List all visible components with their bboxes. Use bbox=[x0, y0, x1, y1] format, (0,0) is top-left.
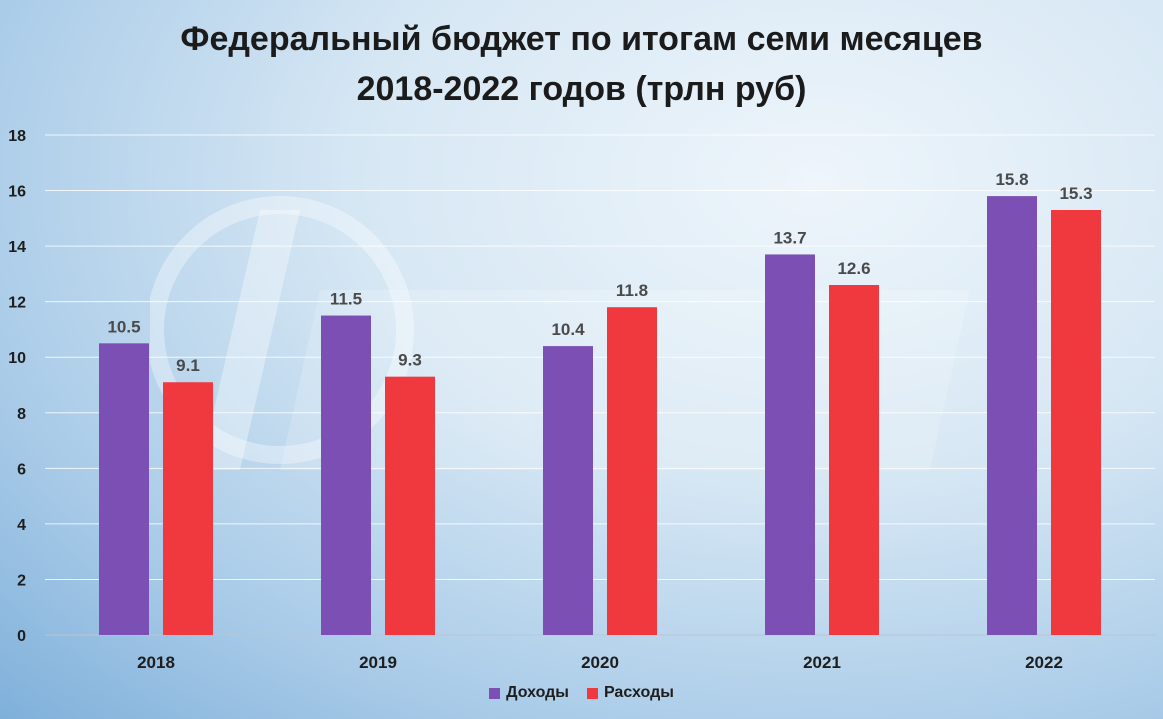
legend-label-income: Доходы bbox=[506, 684, 569, 701]
legend-label-expenses: Расходы bbox=[603, 684, 674, 701]
x-category-label: 2020 bbox=[581, 653, 619, 672]
y-tick-label: 2 bbox=[17, 572, 26, 589]
chart-title-line2: 2018-2022 годов (трлн руб) bbox=[356, 70, 807, 108]
y-tick-label: 4 bbox=[17, 517, 26, 534]
y-tick-label: 18 bbox=[8, 128, 26, 145]
chart-title-line1: Федеральный бюджет по итогам семи месяце… bbox=[180, 20, 983, 58]
bar-income-2020 bbox=[543, 346, 593, 635]
data-label-expenses-2018: 9.1 bbox=[176, 356, 200, 375]
y-tick-label: 6 bbox=[17, 461, 26, 478]
legend-swatch-expenses bbox=[586, 687, 598, 699]
legend-item-income: Доходы bbox=[489, 684, 569, 702]
data-label-income-2021: 13.7 bbox=[773, 228, 806, 247]
bar-expenses-2019 bbox=[385, 376, 435, 635]
x-category-label: 2021 bbox=[803, 653, 841, 672]
data-label-expenses-2021: 12.6 bbox=[837, 259, 870, 278]
data-label-expenses-2020: 11.8 bbox=[616, 281, 648, 300]
data-label-income-2019: 11.5 bbox=[330, 290, 362, 309]
y-tick-label: 14 bbox=[8, 239, 26, 256]
legend-swatch-income bbox=[489, 687, 501, 699]
bar-expenses-2020 bbox=[607, 307, 657, 635]
x-category-label: 2022 bbox=[1025, 653, 1063, 672]
chart-title: Федеральный бюджет по итогам семи месяце… bbox=[0, 14, 1163, 114]
legend-item-expenses: Расходы bbox=[586, 684, 674, 702]
y-tick-label: 16 bbox=[8, 184, 26, 201]
data-label-expenses-2022: 15.3 bbox=[1059, 184, 1092, 203]
y-tick-label: 0 bbox=[17, 628, 26, 645]
bar-income-2021 bbox=[765, 254, 815, 635]
bar-expenses-2021 bbox=[829, 285, 879, 635]
y-tick-label: 12 bbox=[8, 295, 26, 312]
y-tick-label: 10 bbox=[8, 350, 26, 367]
x-category-label: 2019 bbox=[359, 653, 397, 672]
legend: Доходы Расходы bbox=[0, 684, 1163, 702]
bar-expenses-2022 bbox=[1051, 210, 1101, 635]
y-tick-label: 8 bbox=[17, 406, 26, 423]
x-category-label: 2018 bbox=[137, 653, 175, 672]
bar-expenses-2018 bbox=[163, 382, 213, 635]
data-label-income-2022: 15.8 bbox=[995, 170, 1028, 189]
data-label-income-2018: 10.5 bbox=[107, 317, 140, 336]
data-label-income-2020: 10.4 bbox=[551, 320, 585, 339]
bar-income-2019 bbox=[321, 315, 371, 635]
data-label-expenses-2019: 9.3 bbox=[398, 351, 422, 370]
bar-income-2022 bbox=[987, 196, 1037, 635]
bar-income-2018 bbox=[99, 343, 149, 635]
